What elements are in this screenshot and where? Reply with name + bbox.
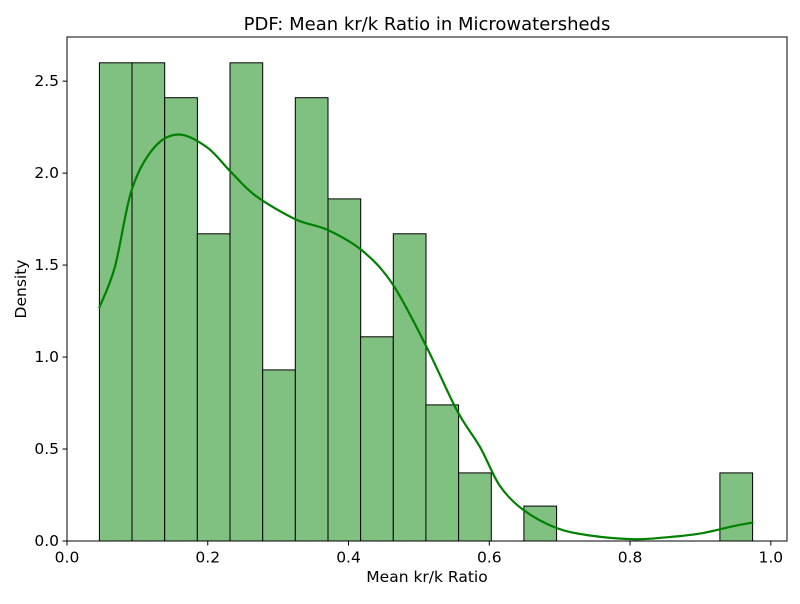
- y-tick-label: 0.5: [34, 440, 59, 458]
- x-tick-label: 0.8: [618, 549, 643, 567]
- histogram-bar: [164, 97, 198, 542]
- histogram-bar: [98, 62, 133, 542]
- histogram-bar: [458, 472, 492, 542]
- x-tick-label: 0.6: [477, 549, 502, 567]
- axis-ticks: 0.0 0.2 0.4 0.6 0.8 1.0 0.0 0.5 1.0 1.5 2.0 2.5: [34, 72, 783, 566]
- y-tick-label: 2.5: [34, 72, 59, 90]
- kde-curve: [98, 133, 754, 541]
- histogram-bar: [360, 336, 394, 542]
- y-tick-label: 1.0: [34, 348, 59, 366]
- histogram-bar: [196, 233, 231, 542]
- histogram-bar: [327, 198, 362, 542]
- axes-box: [66, 36, 788, 542]
- histogram-bars: [98, 62, 754, 542]
- chart-title: PDF: Mean kr/k Ratio in Microwatersheds: [244, 14, 611, 35]
- y-tick-label: 2.0: [34, 164, 59, 182]
- histogram-bar: [294, 97, 329, 542]
- x-tick-label: 0.0: [55, 549, 80, 567]
- histogram-bar: [425, 404, 460, 542]
- x-tick-label: 1.0: [758, 549, 783, 567]
- histogram-bar: [229, 62, 264, 542]
- histogram-bar: [719, 472, 754, 542]
- x-axis-label: Mean kr/k Ratio: [366, 568, 487, 586]
- y-tick-label: 0.0: [34, 532, 59, 550]
- x-tick-label: 0.2: [195, 549, 220, 567]
- histogram-bar: [392, 233, 427, 542]
- y-axis-label: Density: [12, 260, 30, 319]
- y-tick-label: 1.5: [34, 256, 59, 274]
- histogram-bar: [131, 62, 166, 542]
- x-tick-label: 0.4: [336, 549, 361, 567]
- histogram-bar: [262, 369, 296, 542]
- histogram-bar: [523, 505, 558, 542]
